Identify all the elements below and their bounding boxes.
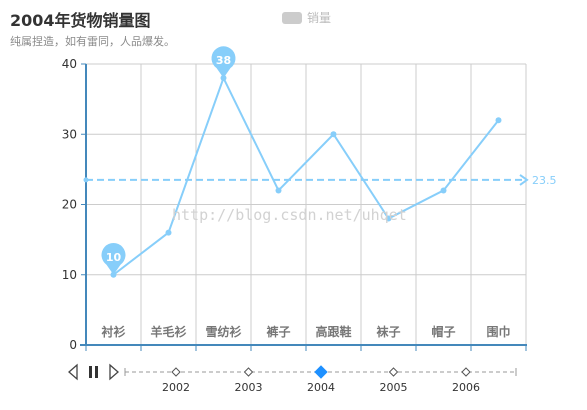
data-point[interactable] [275,187,282,194]
chart-title: 2004年货物销量图 [10,11,151,30]
legend-swatch [282,11,302,24]
x-tick-label: 裤子 [266,324,290,339]
y-tick-label: 30 [62,127,77,141]
timeline-marker[interactable] [243,367,254,377]
data-point[interactable] [440,187,447,194]
timeline-pause-icon[interactable] [89,366,92,378]
timeline-year-label[interactable]: 2005 [380,381,408,394]
timeline-next-icon[interactable] [109,363,119,381]
mark-line-label: 23.5 [532,174,557,187]
mark-point-pin[interactable] [211,46,236,79]
data-point[interactable] [385,215,392,222]
timeline-year-label[interactable]: 2006 [452,381,480,394]
x-tick-label: 高跟鞋 [315,324,351,339]
timeline-year-label[interactable]: 2004 [307,381,335,394]
mark-point-pin[interactable] [101,243,126,275]
x-tick-label: 帽子 [431,324,455,339]
timeline-year-label[interactable]: 2003 [235,381,263,394]
series-line [112,75,500,276]
timeline-marker[interactable] [314,365,328,379]
timeline-marker[interactable] [388,367,399,377]
legend-item-sales[interactable]: 销量 [282,9,331,26]
chart-subtitle: 纯属捏造，如有雷同，人品爆发。 [10,35,175,48]
y-tick-label: 0 [69,338,77,352]
timeline-pause-icon-bar [95,366,98,378]
y-tick-label: 40 [62,57,77,71]
timeline-year-label[interactable]: 2002 [162,381,190,394]
x-tick-label: 羊毛衫 [150,324,186,339]
x-tick-label: 雪纺衫 [205,324,241,339]
y-tick-label: 10 [62,268,77,282]
data-point[interactable] [165,229,172,236]
data-point[interactable] [330,131,337,138]
x-tick-label: 围巾 [486,324,510,339]
mark-line-arrow [519,174,529,186]
legend-label: 销量 [307,11,332,25]
mark-line-start [83,177,89,183]
watermark: http://blog.csdn.net/uhqet [172,206,407,224]
mark-point-label: 10 [106,251,122,264]
timeline-marker[interactable] [171,367,181,377]
x-tick-label: 袜子 [376,324,400,339]
timeline-marker[interactable] [461,367,471,377]
x-tick-label: 衬衫 [101,324,125,339]
mark-point-label: 38 [216,54,231,67]
data-point[interactable] [495,117,502,124]
y-tick-label: 20 [62,198,77,212]
timeline-prev-icon[interactable] [68,363,78,381]
